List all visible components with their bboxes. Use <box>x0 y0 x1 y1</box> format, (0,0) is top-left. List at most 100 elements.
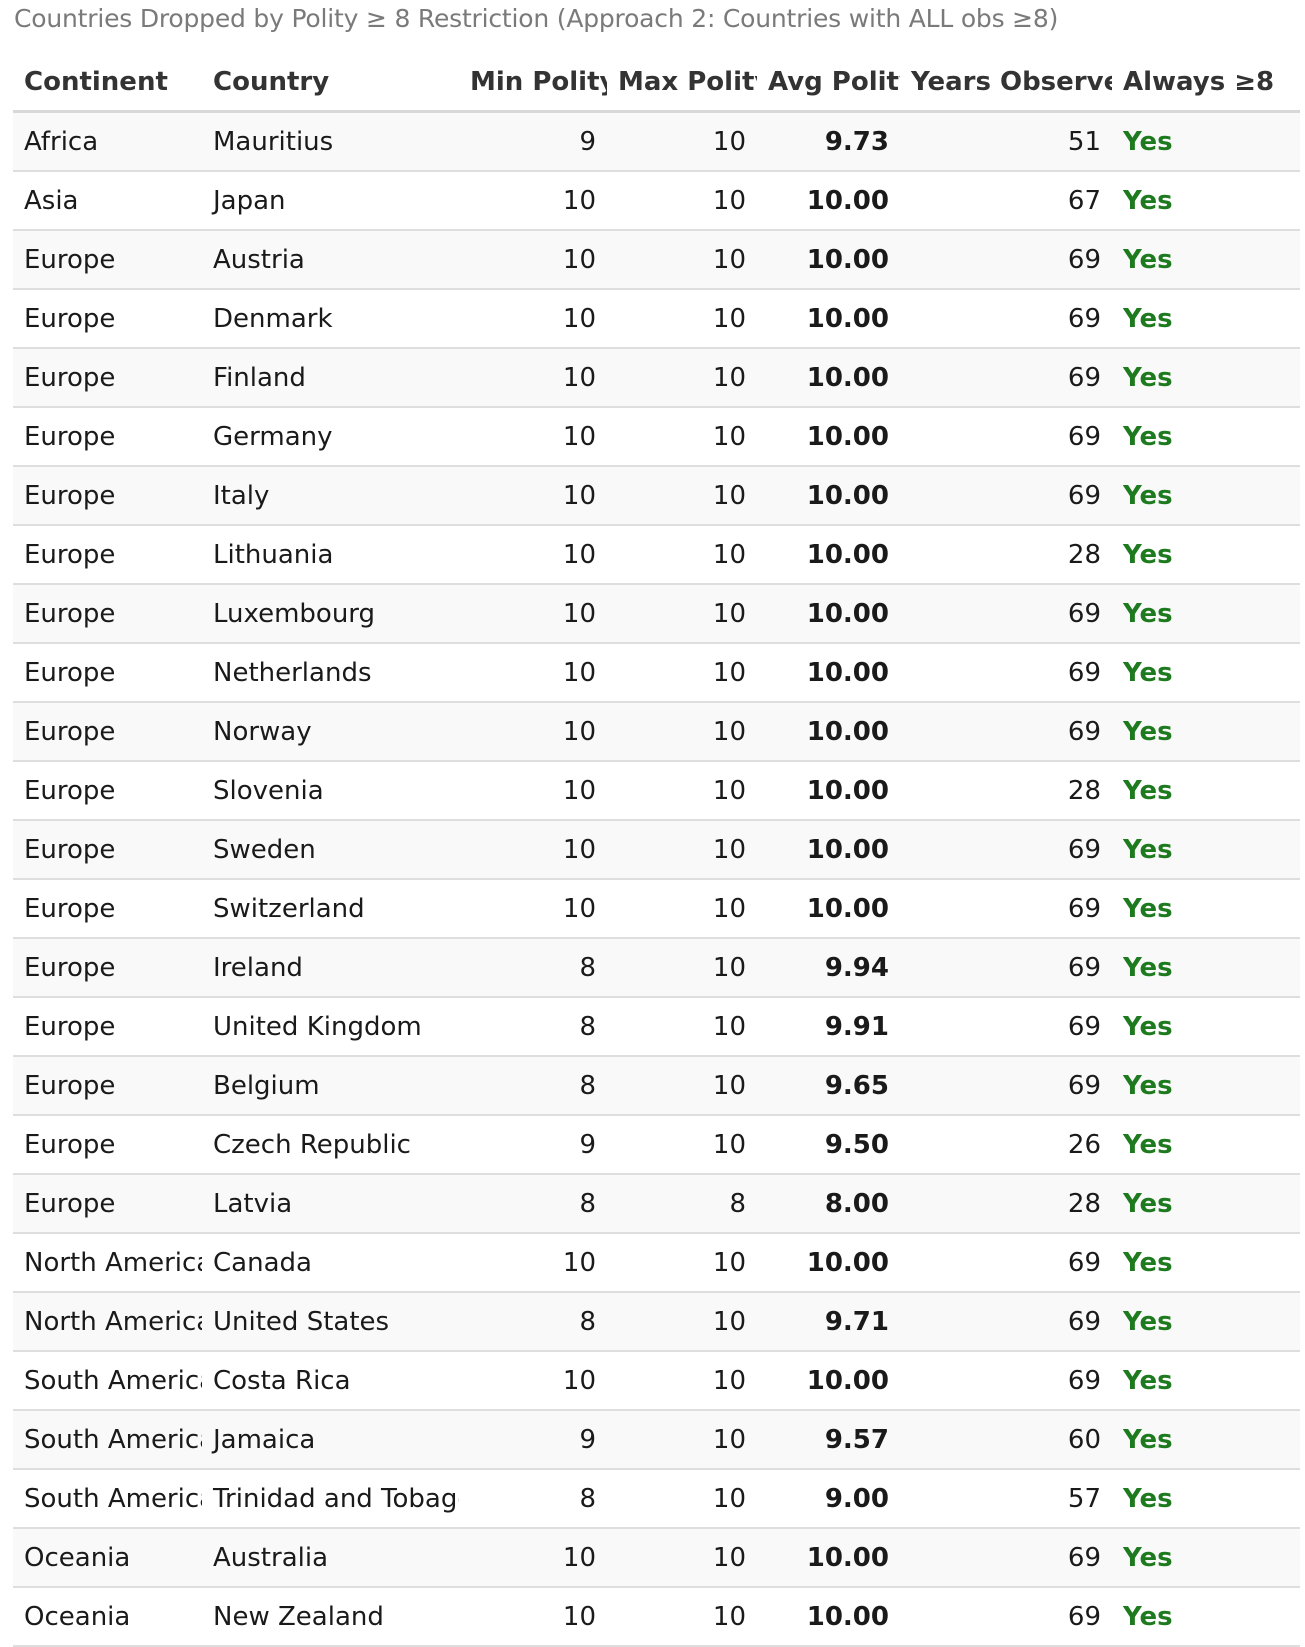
cell-country: Netherlands <box>202 643 459 703</box>
cell-years-observed: 28 <box>900 761 1112 821</box>
column-header-avg-polity[interactable]: Avg Polity <box>757 54 900 113</box>
table-row: Europe Latvia 8 8 8.00 28 Yes <box>13 1174 1300 1234</box>
cell-years-observed: 69 <box>900 584 1112 644</box>
column-header-max-polity[interactable]: Max Polity <box>607 54 757 113</box>
column-header-years-observed[interactable]: Years Observed <box>900 54 1112 113</box>
cell-max-polity: 10 <box>607 1233 757 1293</box>
column-header-country[interactable]: Country <box>202 54 459 113</box>
cell-country: Norway <box>202 702 459 762</box>
cell-avg-polity: 10.00 <box>757 171 900 231</box>
cell-always-ge8: Yes <box>1112 584 1300 644</box>
cell-continent: Europe <box>13 584 202 644</box>
cell-min-polity: 10 <box>459 761 607 821</box>
cell-avg-polity: 10.00 <box>757 1233 900 1293</box>
cell-years-observed: 28 <box>900 525 1112 585</box>
cell-max-polity: 10 <box>607 111 757 172</box>
cell-max-polity: 10 <box>607 348 757 408</box>
cell-min-polity: 9 <box>459 111 607 172</box>
cell-continent: Europe <box>13 407 202 467</box>
cell-max-polity: 10 <box>607 525 757 585</box>
cell-always-ge8: Yes <box>1112 525 1300 585</box>
cell-max-polity: 10 <box>607 1469 757 1529</box>
cell-continent: Europe <box>13 525 202 585</box>
cell-country: Jamaica <box>202 1410 459 1470</box>
cell-avg-polity: 9.71 <box>757 1292 900 1352</box>
cell-country: Denmark <box>202 289 459 349</box>
column-header-min-polity[interactable]: Min Polity <box>459 54 607 113</box>
cell-max-polity: 10 <box>607 643 757 703</box>
cell-continent: Europe <box>13 1115 202 1175</box>
cell-years-observed: 26 <box>900 1115 1112 1175</box>
cell-avg-polity: 9.57 <box>757 1410 900 1470</box>
cell-country: Canada <box>202 1233 459 1293</box>
cell-always-ge8: Yes <box>1112 1351 1300 1411</box>
cell-avg-polity: 10.00 <box>757 289 900 349</box>
cell-years-observed: 28 <box>900 1174 1112 1234</box>
cell-max-polity: 10 <box>607 820 757 880</box>
cell-continent: Oceania <box>13 1528 202 1588</box>
cell-min-polity: 10 <box>459 1351 607 1411</box>
cell-years-observed: 69 <box>900 820 1112 880</box>
cell-years-observed: 51 <box>900 111 1112 172</box>
cell-country: Finland <box>202 348 459 408</box>
cell-min-polity: 10 <box>459 230 607 290</box>
cell-years-observed: 57 <box>900 1469 1112 1529</box>
cell-min-polity: 8 <box>459 1056 607 1116</box>
cell-country: Slovenia <box>202 761 459 821</box>
cell-continent: Europe <box>13 820 202 880</box>
cell-avg-polity: 9.91 <box>757 997 900 1057</box>
cell-max-polity: 10 <box>607 938 757 998</box>
cell-avg-polity: 10.00 <box>757 1587 900 1647</box>
cell-country: Italy <box>202 466 459 526</box>
cell-continent: South America <box>13 1351 202 1411</box>
cell-always-ge8: Yes <box>1112 997 1300 1057</box>
table-row: Europe Belgium 8 10 9.65 69 Yes <box>13 1056 1300 1116</box>
table-row: Europe United Kingdom 8 10 9.91 69 Yes <box>13 997 1300 1057</box>
cell-country: Costa Rica <box>202 1351 459 1411</box>
cell-always-ge8: Yes <box>1112 879 1300 939</box>
cell-continent: Europe <box>13 1056 202 1116</box>
table-body: Africa Mauritius 9 10 9.73 51 Yes Asia Japan 10 10… <box>13 111 1300 1647</box>
cell-years-observed: 69 <box>900 1292 1112 1352</box>
table-row: Oceania New Zealand 10 10 10.00 69 Yes <box>13 1587 1300 1647</box>
cell-min-polity: 10 <box>459 289 607 349</box>
cell-avg-polity: 10.00 <box>757 761 900 821</box>
cell-avg-polity: 8.00 <box>757 1174 900 1234</box>
cell-always-ge8: Yes <box>1112 171 1300 231</box>
column-header-always-ge8[interactable]: Always ≥8 <box>1112 54 1300 113</box>
cell-continent: Europe <box>13 348 202 408</box>
cell-max-polity: 10 <box>607 1292 757 1352</box>
cell-avg-polity: 10.00 <box>757 407 900 467</box>
cell-max-polity: 10 <box>607 1056 757 1116</box>
cell-max-polity: 10 <box>607 702 757 762</box>
cell-min-polity: 9 <box>459 1115 607 1175</box>
cell-min-polity: 9 <box>459 1410 607 1470</box>
cell-max-polity: 10 <box>607 289 757 349</box>
cell-max-polity: 10 <box>607 997 757 1057</box>
cell-max-polity: 10 <box>607 879 757 939</box>
cell-min-polity: 10 <box>459 171 607 231</box>
cell-always-ge8: Yes <box>1112 643 1300 703</box>
cell-avg-polity: 10.00 <box>757 230 900 290</box>
cell-always-ge8: Yes <box>1112 761 1300 821</box>
cell-max-polity: 8 <box>607 1174 757 1234</box>
table-row: Europe Sweden 10 10 10.00 69 Yes <box>13 820 1300 880</box>
cell-avg-polity: 9.00 <box>757 1469 900 1529</box>
cell-country: Switzerland <box>202 879 459 939</box>
cell-avg-polity: 10.00 <box>757 1528 900 1588</box>
table-row: Europe Finland 10 10 10.00 69 Yes <box>13 348 1300 408</box>
column-header-continent[interactable]: Continent <box>13 54 202 113</box>
table-row: Europe Lithuania 10 10 10.00 28 Yes <box>13 525 1300 585</box>
cell-min-polity: 8 <box>459 1469 607 1529</box>
cell-always-ge8: Yes <box>1112 1115 1300 1175</box>
cell-continent: Europe <box>13 289 202 349</box>
cell-avg-polity: 10.00 <box>757 466 900 526</box>
cell-max-polity: 10 <box>607 1115 757 1175</box>
cell-max-polity: 10 <box>607 761 757 821</box>
cell-continent: Europe <box>13 702 202 762</box>
cell-years-observed: 69 <box>900 643 1112 703</box>
cell-country: Trinidad and Tobago <box>202 1469 459 1529</box>
table-row: Europe Norway 10 10 10.00 69 Yes <box>13 702 1300 762</box>
table-row: Europe Ireland 8 10 9.94 69 Yes <box>13 938 1300 998</box>
cell-country: Germany <box>202 407 459 467</box>
